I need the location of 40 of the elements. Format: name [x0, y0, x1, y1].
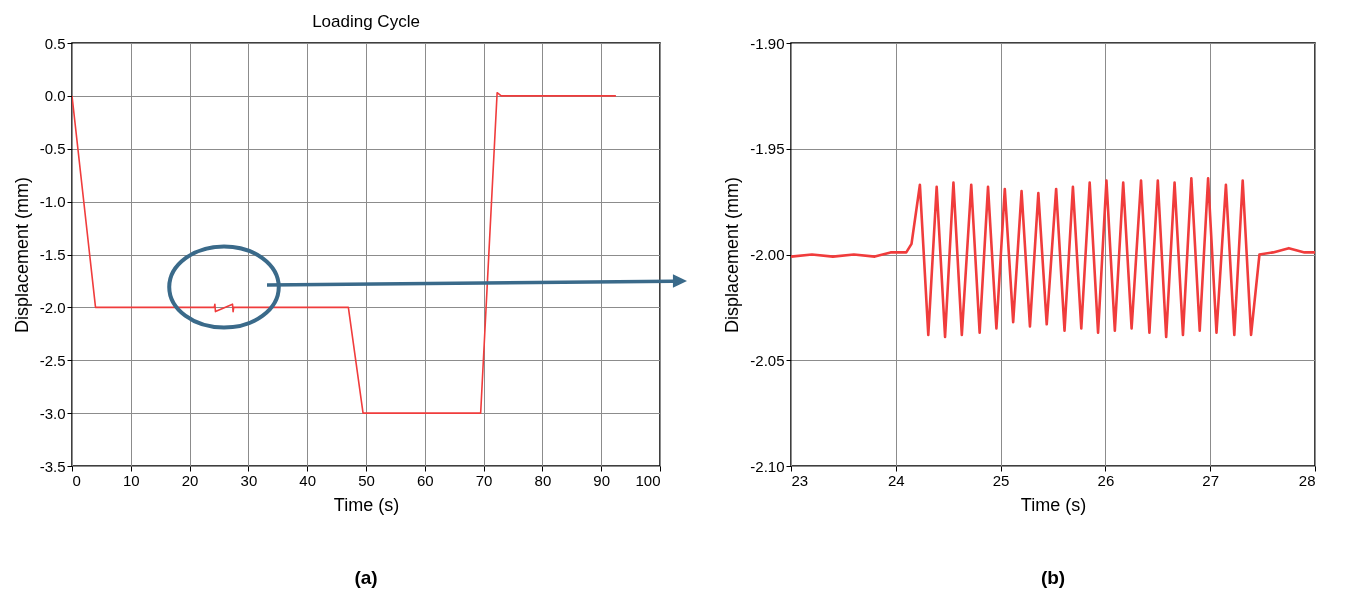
x-tick-label: 90	[593, 471, 611, 489]
y-tick-label: -1.0	[39, 193, 66, 211]
x-tick-label: 10	[122, 471, 140, 489]
text: (a)	[354, 567, 378, 588]
y-tick-label: 0.0	[44, 87, 66, 105]
x-tick-label: 80	[534, 471, 552, 489]
x-tick-label: 50	[358, 471, 375, 489]
y-tick-label: -0.5	[39, 140, 66, 158]
y-tick-label: -1.90	[750, 34, 785, 52]
y-tick-label: -2.05	[750, 351, 785, 369]
y-tick-label: -2.0	[39, 298, 66, 316]
y-axis-title: Displacement (mm)	[11, 176, 32, 334]
x-tick-label: 30	[240, 471, 258, 489]
chart-title: Loading Cycle	[312, 12, 420, 31]
y-tick-label: -1.95	[750, 140, 785, 158]
y-tick-label: -2.00	[750, 246, 785, 263]
x-axis-title: Time (s)	[333, 494, 400, 515]
x-tick-label: 26	[1097, 471, 1115, 489]
y-tick-label: -3.5	[39, 457, 66, 475]
y-tick-label: -1.5	[39, 246, 66, 263]
y-axis-title: Displacement (mm)	[722, 176, 743, 334]
x-tick-label: 60	[416, 471, 434, 489]
x-tick-label: 20	[181, 471, 199, 489]
x-tick-label: 100	[635, 471, 661, 489]
y-tick-label: -2.10	[750, 457, 785, 475]
x-tick-label: 70	[475, 471, 493, 489]
x-tick-label: 25	[992, 471, 1010, 489]
x-tick-label: 28	[1298, 471, 1316, 489]
x-tick-label: 27	[1202, 471, 1220, 489]
x-tick-label: 40	[299, 471, 317, 489]
y-tick-label: -3.0	[39, 404, 66, 422]
line-series	[791, 177, 1315, 339]
x-tick-label: 0	[72, 471, 81, 489]
y-tick-label: -2.5	[39, 351, 66, 369]
y-tick-label: 0.5	[44, 34, 66, 52]
x-tick-label: 23	[791, 471, 809, 489]
x-axis-title: Time (s)	[1020, 494, 1087, 515]
x-tick-label: 24	[887, 471, 905, 489]
line-series	[72, 91, 617, 414]
text: (b)	[1040, 567, 1066, 588]
